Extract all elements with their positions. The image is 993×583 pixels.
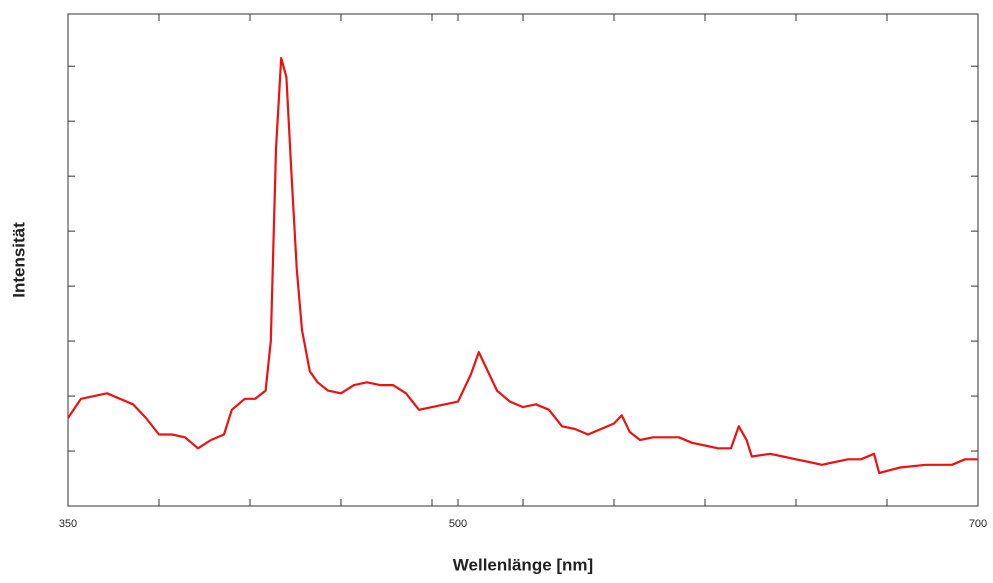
y-axis-label: Intensität	[9, 222, 28, 298]
x-axis-label: Wellenlänge [nm]	[453, 555, 593, 574]
x-tick-label: 700	[969, 518, 987, 530]
spectrum-line	[67, 56, 978, 475]
x-tick-label: 500	[449, 518, 467, 530]
x-tick-label: 350	[59, 518, 77, 530]
plot-frame	[67, 13, 979, 507]
